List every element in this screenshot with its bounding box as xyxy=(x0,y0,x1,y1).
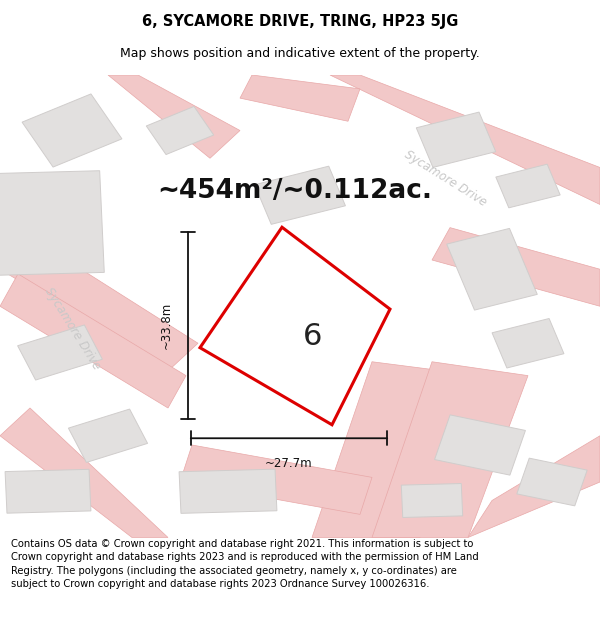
Polygon shape xyxy=(0,274,186,408)
Polygon shape xyxy=(0,408,168,538)
Polygon shape xyxy=(5,469,91,513)
Text: Sycamore Drive: Sycamore Drive xyxy=(401,148,488,209)
Polygon shape xyxy=(447,228,537,310)
Polygon shape xyxy=(432,228,600,306)
Polygon shape xyxy=(312,362,480,538)
Text: Map shows position and indicative extent of the property.: Map shows position and indicative extent… xyxy=(120,48,480,60)
Polygon shape xyxy=(496,164,560,208)
Polygon shape xyxy=(68,409,148,462)
Polygon shape xyxy=(108,75,240,158)
Text: Contains OS data © Crown copyright and database right 2021. This information is : Contains OS data © Crown copyright and d… xyxy=(11,539,479,589)
Polygon shape xyxy=(240,75,360,121)
Polygon shape xyxy=(200,228,390,425)
Polygon shape xyxy=(416,112,496,168)
Polygon shape xyxy=(146,106,214,154)
Polygon shape xyxy=(254,166,346,224)
Polygon shape xyxy=(434,415,526,475)
Text: Sycamore Drive: Sycamore Drive xyxy=(41,285,103,372)
Polygon shape xyxy=(0,237,198,371)
Polygon shape xyxy=(492,319,564,368)
Polygon shape xyxy=(22,94,122,167)
Polygon shape xyxy=(401,484,463,518)
Text: 6, SYCAMORE DRIVE, TRING, HP23 5JG: 6, SYCAMORE DRIVE, TRING, HP23 5JG xyxy=(142,14,458,29)
Text: ~27.7m: ~27.7m xyxy=(265,457,313,470)
Polygon shape xyxy=(0,171,104,275)
Text: 6: 6 xyxy=(304,322,323,351)
Polygon shape xyxy=(17,325,103,380)
Text: ~33.8m: ~33.8m xyxy=(160,302,173,349)
Polygon shape xyxy=(517,458,587,506)
Polygon shape xyxy=(372,362,528,538)
Polygon shape xyxy=(468,436,600,538)
Text: ~454m²/~0.112ac.: ~454m²/~0.112ac. xyxy=(157,177,433,204)
Polygon shape xyxy=(330,75,600,204)
Polygon shape xyxy=(180,445,372,514)
Polygon shape xyxy=(179,469,277,513)
